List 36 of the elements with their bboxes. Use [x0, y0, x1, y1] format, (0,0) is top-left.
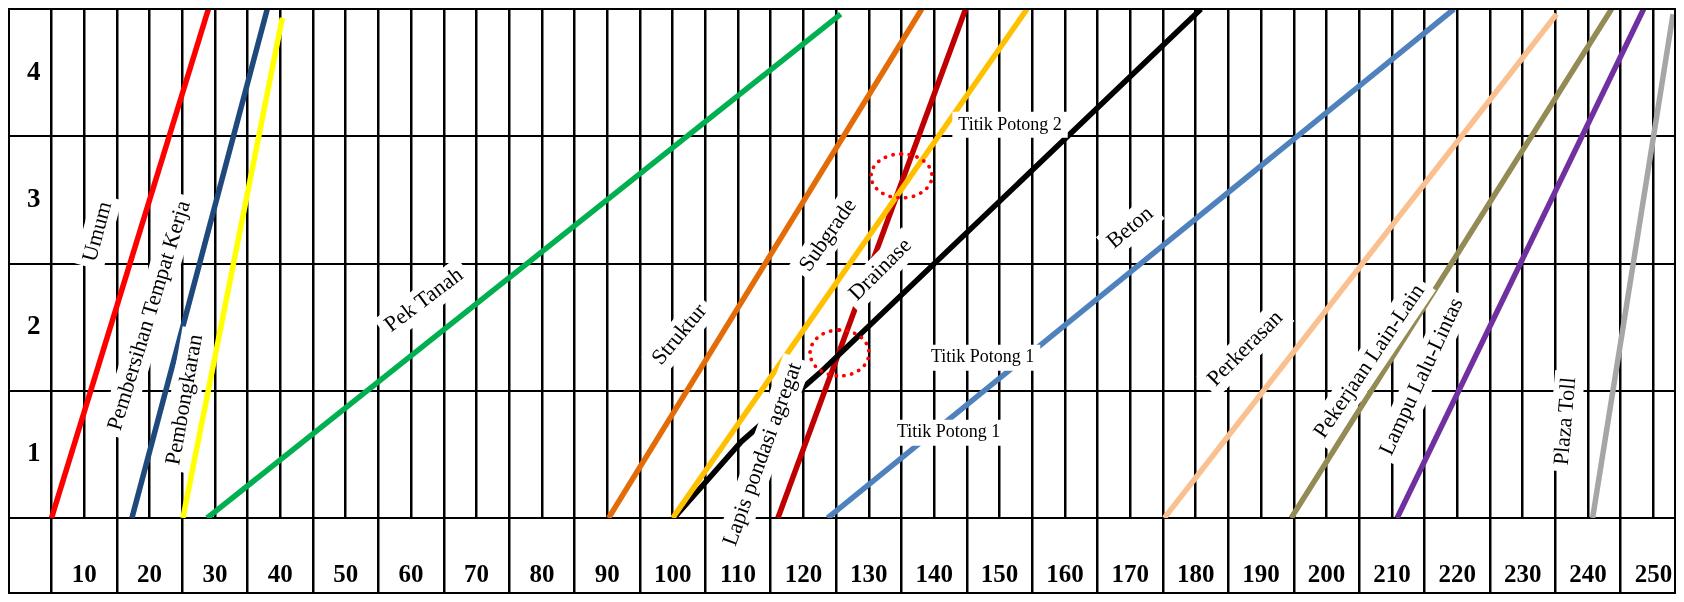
- annotation: Titik Potong 2: [958, 113, 1062, 134]
- x-tick-label: 60: [398, 560, 424, 588]
- x-tick-label: 190: [1242, 560, 1280, 588]
- x-tick-label: 200: [1307, 560, 1346, 588]
- x-tick-label: 110: [719, 560, 757, 588]
- y-tick-label: 3: [27, 182, 41, 213]
- text: Plaza Toll: [1547, 376, 1581, 466]
- x-tick-label: 20: [137, 560, 163, 588]
- y-tick-label: 1: [27, 437, 41, 468]
- x-tick-label: 30: [202, 560, 228, 588]
- x-tick-label: 70: [464, 560, 489, 588]
- x-tick-label: 170: [1111, 560, 1150, 588]
- x-tick-label: 240: [1569, 560, 1607, 588]
- text: Umum: [76, 198, 117, 264]
- x-tick-label: 230: [1503, 560, 1542, 588]
- x-tick-label: 100: [653, 560, 692, 588]
- text: Lapis pondasi agregat: [716, 358, 807, 549]
- annotation: Titik Potong 1: [896, 421, 1001, 442]
- x-tick-label: 120: [784, 560, 823, 588]
- x-tick-label: 90: [594, 560, 620, 588]
- x-tick-label: 80: [529, 560, 555, 588]
- y-tick-label: 2: [27, 310, 41, 341]
- x-tick-label: 140: [915, 560, 953, 588]
- text: Pembongkaran: [159, 332, 207, 467]
- x-tick-label: 180: [1176, 560, 1215, 588]
- x-tick-label: 220: [1438, 560, 1477, 588]
- x-tick-label: 160: [1046, 560, 1084, 588]
- x-tick-label: 130: [850, 560, 888, 588]
- x-tick-label: 210: [1373, 560, 1411, 588]
- x-tick-label: 10: [71, 560, 97, 588]
- x-tick-label: 150: [980, 560, 1019, 588]
- annotation: Titik Potong 1: [930, 346, 1035, 367]
- x-tick-label: 250: [1634, 560, 1673, 588]
- y-tick-label: 4: [27, 55, 41, 86]
- x-tick-label: 40: [267, 560, 293, 588]
- x-tick-label: 50: [333, 560, 359, 588]
